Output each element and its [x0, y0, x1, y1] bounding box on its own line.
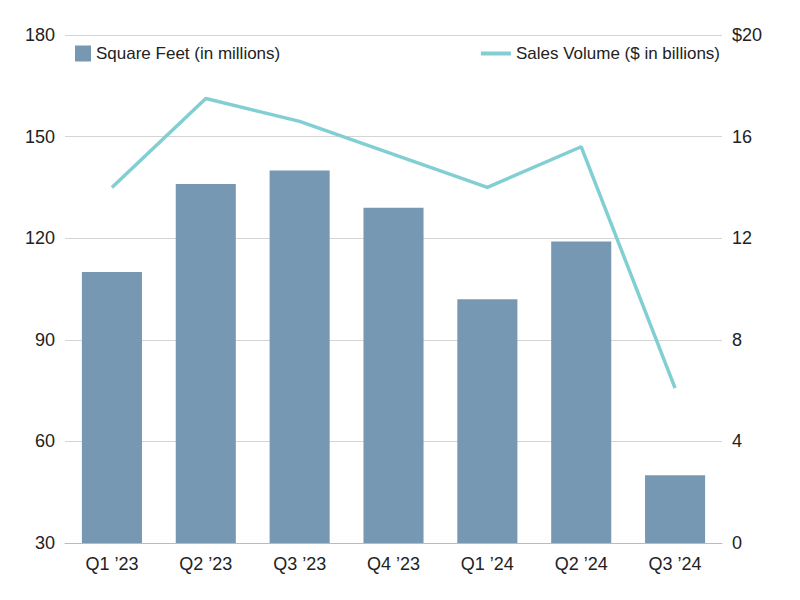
svg-text:Q1 ’24: Q1 ’24: [461, 554, 514, 574]
svg-text:$20: $20: [732, 25, 762, 45]
svg-text:Q1 ’23: Q1 ’23: [85, 554, 138, 574]
svg-text:Square Feet (in millions): Square Feet (in millions): [96, 44, 280, 63]
svg-text:90: 90: [35, 330, 55, 350]
svg-text:30: 30: [35, 533, 55, 553]
svg-text:120: 120: [25, 228, 55, 248]
svg-text:Q2 ’24: Q2 ’24: [555, 554, 608, 574]
svg-text:180: 180: [25, 25, 55, 45]
svg-text:8: 8: [732, 330, 742, 350]
svg-text:Q3 ’23: Q3 ’23: [273, 554, 326, 574]
svg-text:0: 0: [732, 533, 742, 553]
svg-text:12: 12: [732, 228, 752, 248]
svg-text:150: 150: [25, 127, 55, 147]
svg-text:Q4 ’23: Q4 ’23: [367, 554, 420, 574]
svg-text:Q2 ’23: Q2 ’23: [179, 554, 232, 574]
svg-text:60: 60: [35, 431, 55, 451]
svg-text:Q3 ’24: Q3 ’24: [649, 554, 702, 574]
svg-text:Sales Volume ($ in billions): Sales Volume ($ in billions): [516, 44, 720, 63]
svg-text:4: 4: [732, 431, 742, 451]
svg-text:16: 16: [732, 127, 752, 147]
